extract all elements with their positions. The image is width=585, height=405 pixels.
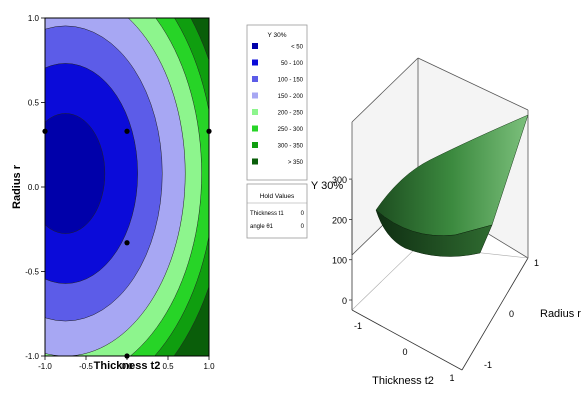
legend-swatch	[252, 43, 258, 49]
surface-x-label: Thickness t2	[372, 375, 434, 387]
x3d-tick-label: -1	[354, 321, 362, 331]
design-points	[42, 128, 212, 359]
hold-values-panel: Hold Values Thickness t1 0 angle θ1 0	[246, 183, 308, 239]
hold-value-name: angle θ1	[250, 224, 274, 230]
y-tick-label: 1.0	[28, 14, 40, 23]
hold-values-title: Hold Values	[260, 193, 295, 200]
x-tick-label: 1.0	[203, 362, 215, 371]
legend-items: < 50 50 - 100 100 - 150 150 - 200 200 - 250 2…	[252, 43, 304, 166]
contour-region	[45, 113, 106, 234]
contour-plot: -1.0 -0.5 0.0 0.5 1.0 1.0 0.5 0.0 -0.5 -1.0 Thic…	[11, 14, 215, 372]
legend-box	[246, 24, 308, 181]
y-axis-line	[461, 257, 529, 371]
legend-label: 300 - 350	[278, 144, 304, 150]
legend-swatch	[252, 76, 258, 82]
design-point	[42, 128, 48, 134]
x-tick-label: 0.5	[162, 362, 174, 371]
surface-y-label: Radius r	[540, 308, 581, 320]
hold-values-rows: Thickness t1 0 angle θ1 0	[250, 211, 305, 230]
legend-swatch	[252, 59, 258, 66]
legend-swatch	[252, 142, 258, 148]
hold-value: 0	[301, 224, 305, 230]
legend-label: 150 - 200	[278, 94, 304, 100]
legend-label: 100 - 150	[278, 78, 304, 84]
y3d-tick-label: 0	[509, 309, 514, 319]
contour-x-ticks: -1.0 -0.5 0.0 0.5 1.0	[38, 356, 215, 371]
x3d-tick-label: 0	[402, 347, 407, 357]
legend-label: > 350	[288, 160, 304, 166]
y-tick-label: -1.0	[25, 352, 39, 361]
y-tick-label: -0.5	[25, 268, 39, 277]
hold-value-name: Thickness t1	[250, 211, 284, 217]
floor-edge	[351, 245, 419, 311]
legend-label: 250 - 300	[278, 127, 304, 133]
response-surface-front-face	[375, 209, 493, 257]
design-point	[206, 128, 212, 134]
y3d-tick-label: 1	[534, 258, 539, 268]
x-tick-label: -1.0	[38, 362, 52, 371]
x-axis-line	[351, 309, 463, 371]
y-axis-ticks-3d: 1 0 -1	[484, 258, 539, 370]
legend-label: 50 - 100	[281, 61, 304, 67]
x3d-tick-label: 1	[449, 373, 454, 383]
box-edge-top-right	[417, 57, 529, 111]
x-tick-label: -0.5	[79, 362, 93, 371]
contour-y-ticks: 1.0 0.5 0.0 -0.5 -1.0	[25, 14, 45, 361]
z-tick-label: 0	[342, 296, 347, 306]
z-axis-ticks: 300 200 100 0	[332, 175, 352, 306]
legend-swatch	[252, 158, 258, 165]
z-tick-label: 100	[332, 256, 347, 266]
legend-title: Y 30%	[267, 32, 286, 39]
hold-value: 0	[301, 211, 305, 217]
box-edge-top-left	[351, 57, 419, 123]
legend: Y 30% < 50 50 - 100 100 - 150 150 - 200 200 …	[246, 24, 308, 181]
y-tick-label: 0.0	[28, 183, 40, 192]
legend-swatch	[252, 125, 258, 132]
design-point	[124, 128, 130, 134]
hold-values-box	[246, 183, 308, 239]
legend-label: 200 - 250	[278, 111, 304, 117]
x-tick-label: 0.0	[121, 362, 133, 371]
legend-label: < 50	[291, 45, 304, 51]
z-tick-label: 200	[332, 215, 347, 225]
surface-z-label: Y 30%	[311, 180, 343, 192]
z-tick-label: 300	[332, 175, 347, 185]
contour-regions	[45, 18, 209, 356]
contour-y-label: Radius r	[11, 164, 23, 209]
legend-swatch	[252, 92, 258, 99]
x-axis-ticks-3d: -1 0 1	[354, 321, 455, 383]
design-point	[124, 240, 130, 246]
legend-swatch	[252, 109, 258, 115]
contour-x-label: Thickness t2	[94, 360, 161, 372]
y-tick-label: 0.5	[28, 99, 40, 108]
y3d-tick-label: -1	[484, 360, 492, 370]
